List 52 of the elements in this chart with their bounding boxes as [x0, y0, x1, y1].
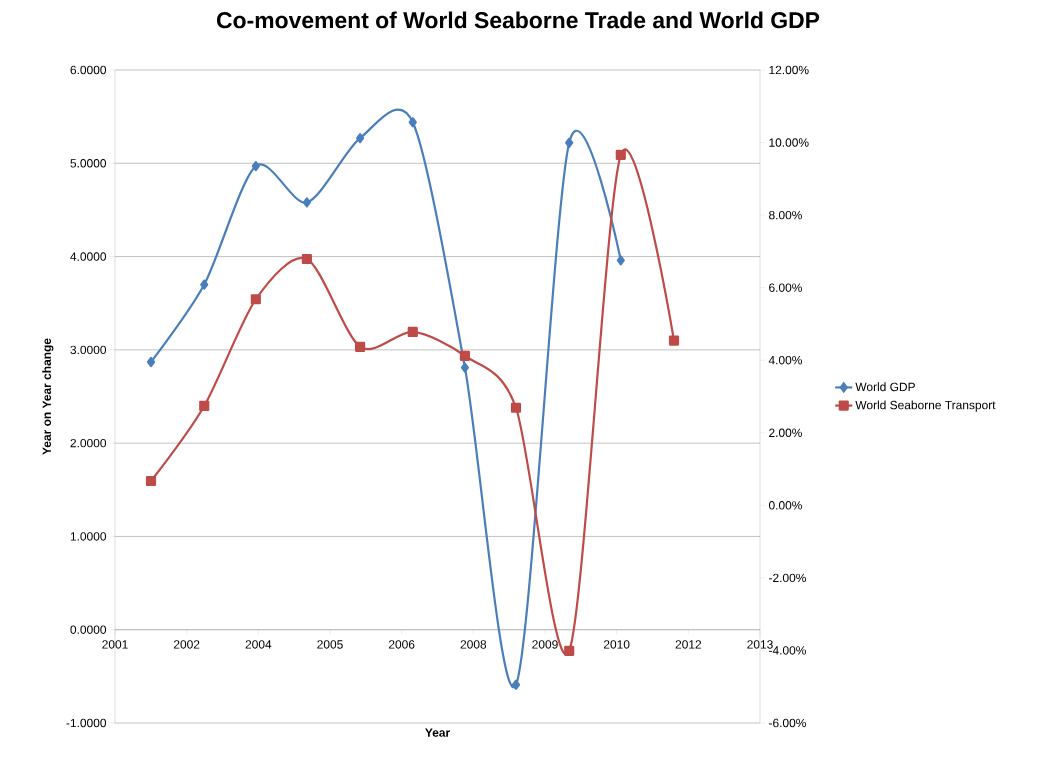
chart-title: Co-movement of World Seaborne Trade and World GDP [216, 11, 820, 29]
y-tick-label: -1.0000 [66, 718, 107, 728]
point [200, 279, 209, 290]
point [565, 137, 574, 148]
point [510, 402, 522, 413]
y2-tick-label: 8.00% [769, 210, 802, 220]
x-tick-label: 2006 [388, 640, 415, 649]
point [302, 197, 311, 208]
point [564, 645, 575, 656]
y2-tick-label: 10.00% [769, 138, 809, 147]
legend-label: World Seaborne Transport [855, 400, 996, 412]
x-tick-label: 2004 [245, 640, 272, 649]
y-tick-label: 0.0000 [70, 625, 107, 634]
point [408, 117, 417, 128]
point [356, 133, 365, 144]
y-tick-label: 2.0000 [70, 438, 107, 448]
legend-label: World GDP [855, 382, 915, 392]
y2-tick-label: 0.00% [768, 501, 802, 510]
x-tick-label: 2002 [173, 640, 200, 649]
point [355, 341, 366, 352]
x-tick-label: 2012 [675, 640, 702, 649]
point [145, 475, 157, 487]
x-tick-label: 2010 [603, 640, 630, 649]
x-tick-label: 2008 [460, 640, 487, 649]
x-axis-title: Year [425, 728, 450, 737]
y-tick-label: 6.0000 [70, 65, 107, 75]
point [301, 253, 312, 265]
point [511, 679, 521, 690]
y-axis-title: Year on Year change [42, 338, 54, 455]
point [615, 149, 626, 160]
point [668, 335, 680, 346]
point [251, 161, 260, 172]
y2-tick-label: 12.00% [769, 65, 809, 75]
point [250, 294, 261, 305]
y-tick-label: 4.0000 [70, 252, 107, 261]
y-tick-label: 3.0000 [70, 345, 107, 355]
y2-tick-label: -6.00% [769, 718, 806, 728]
point [146, 356, 156, 368]
y2-tick-label: -2.00% [769, 573, 806, 583]
x-tick-label: 2001 [102, 640, 128, 649]
point [460, 362, 470, 373]
y2-tick-label: 6.00% [769, 283, 802, 292]
y2-tick-label: 4.00% [768, 355, 802, 365]
point [199, 400, 210, 412]
x-tick-label: 2009 [532, 640, 558, 649]
point [616, 255, 625, 266]
point [459, 350, 470, 361]
x-tick-label: 2005 [317, 640, 343, 649]
point [407, 326, 418, 338]
y-tick-label: 5.0000 [70, 159, 107, 168]
y2-tick-label: 2.00% [769, 428, 802, 437]
y-tick-label: 1.0000 [70, 532, 107, 541]
